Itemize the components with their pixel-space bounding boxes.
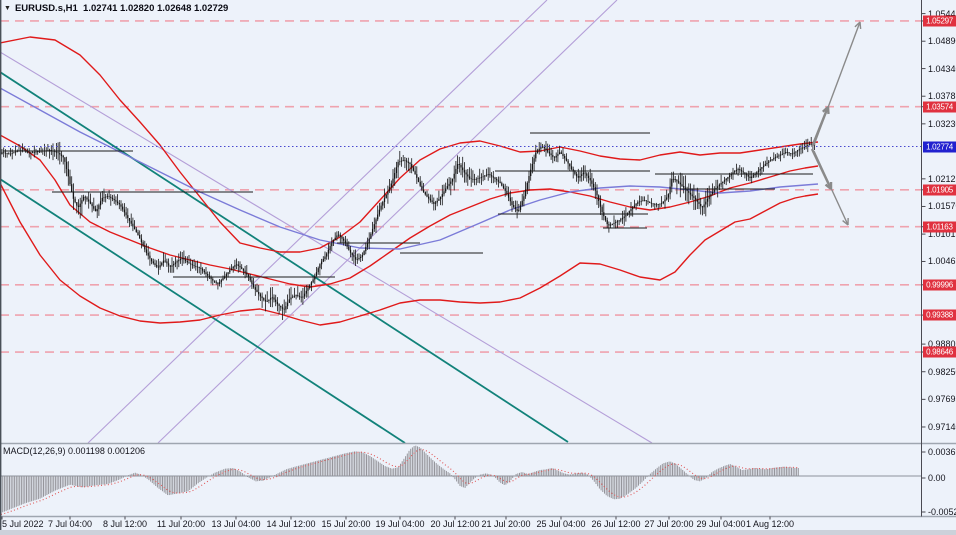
trendlines — [0, 0, 653, 444]
level-price-badge: 1.05297 — [923, 15, 956, 27]
time-axis-label: 11 Jul 20:00 — [156, 519, 206, 529]
macd-axis-label: 0.003696 — [928, 447, 956, 457]
time-axis-label: 5 Jul 2022 — [2, 519, 44, 529]
price-axis-label: 1.03230 — [928, 118, 956, 129]
macd-histogram — [0, 445, 799, 513]
current-price-badge: 1.02774 — [923, 141, 956, 153]
time-axis-label: 15 Jul 20:00 — [321, 519, 371, 529]
price-axis-label: 0.97140 — [928, 421, 956, 432]
time-axis-label: 29 Jul 04:00 — [696, 519, 746, 529]
level-price-badge: 0.98646 — [923, 346, 956, 358]
level-price-badge: 1.03574 — [923, 101, 956, 113]
level-price-badge: 1.01905 — [923, 184, 956, 196]
main-pane[interactable] — [0, 0, 922, 444]
time-axis-label: 14 Jul 12:00 — [266, 519, 316, 529]
price-axis-label: 1.00465 — [928, 256, 956, 267]
price-axis-label: 1.05445 — [928, 8, 956, 19]
time-axis-label: 19 Jul 04:00 — [375, 519, 425, 529]
ohlc-values-label: 1.02741 1.02820 1.02648 1.02729 — [83, 3, 229, 14]
price-axis-label: 0.97695 — [928, 394, 956, 405]
time-axis-label: 27 Jul 20:00 — [644, 519, 694, 529]
macd-pane[interactable] — [0, 445, 922, 515]
symbol-period-label: EURUSD.s,H1 — [14, 3, 78, 14]
price-axis-label: 1.03785 — [928, 91, 956, 102]
price-axis-label: 1.04890 — [928, 36, 956, 47]
macd-axis-label: 0.00 — [928, 473, 946, 483]
projection-arrows — [810, 21, 862, 226]
price-axis-label: 1.01570 — [928, 201, 956, 212]
bollinger-bands — [0, 36, 819, 326]
price-axis-label: 1.01015 — [928, 229, 956, 240]
price-axis-label: 0.98805 — [928, 339, 956, 350]
candles — [1, 136, 816, 321]
time-axis-label: 21 Jul 20:00 — [481, 519, 531, 529]
time-axis-label: 1 Aug 12:00 — [745, 519, 795, 529]
level-price-badge: 1.01163 — [923, 221, 956, 233]
time-axis-label: 20 Jul 12:00 — [430, 519, 480, 529]
level-price-badge: 0.99996 — [923, 279, 956, 291]
indicator-label: MACD(12,26,9) 0.001198 0.001206 — [3, 446, 145, 456]
macd-signal-line — [0, 448, 799, 515]
time-axis-label: 13 Jul 04:00 — [211, 519, 261, 529]
time-axis-label: 26 Jul 12:00 — [591, 519, 641, 529]
price-axis-label: 1.02125 — [928, 173, 956, 184]
moving-average-line — [0, 87, 819, 250]
price-level-segments — [3, 132, 813, 278]
price-axis-label: 1.04340 — [928, 63, 956, 74]
time-axis-label: 25 Jul 04:00 — [536, 519, 586, 529]
time-axis-label: 8 Jul 12:00 — [102, 519, 148, 529]
collapse-quotes-icon[interactable]: ▼ — [4, 5, 11, 12]
macd-axis-label: -0.00527 — [928, 507, 956, 517]
support-resistance-lines — [0, 20, 922, 353]
chart-title: ▼ EURUSD.s,H1 1.02741 1.02820 1.02648 1.0… — [4, 3, 228, 14]
time-axis-label: 7 Jul 04:00 — [47, 519, 93, 529]
level-price-badge: 0.99388 — [923, 309, 956, 321]
